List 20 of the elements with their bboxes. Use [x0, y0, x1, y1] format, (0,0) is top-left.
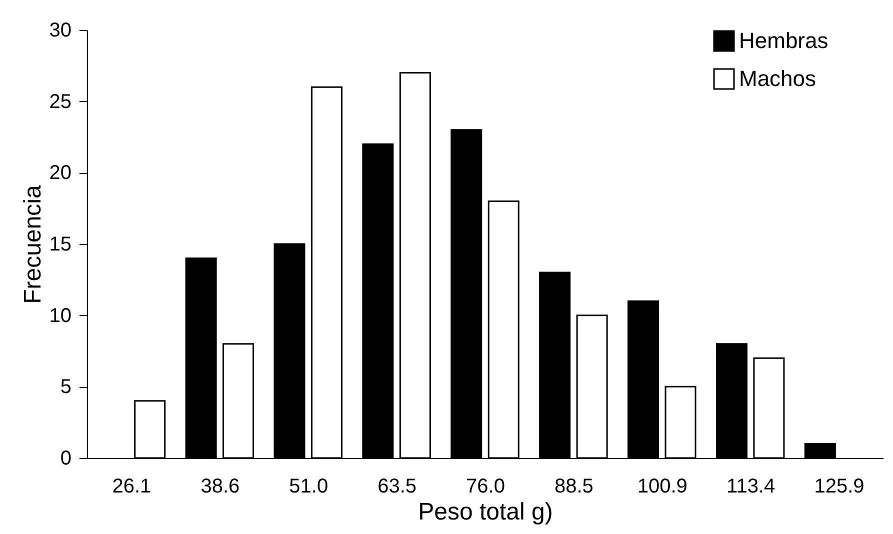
- x-tick-label: 76.0: [466, 476, 505, 498]
- x-axis-title: Peso total g): [418, 498, 553, 526]
- x-tick-label: 125.9: [814, 476, 864, 498]
- x-tick-label: 113.4: [726, 476, 776, 498]
- x-tick-label: 88.5: [554, 476, 594, 498]
- y-tick-label: 15: [49, 234, 72, 256]
- y-tick-label: 20: [49, 162, 72, 184]
- x-tick-label: 26.1: [112, 476, 152, 498]
- x-tick-label: 100.9: [637, 476, 688, 498]
- y-tick-label: 25: [49, 90, 72, 113]
- x-tick-label: 63.5: [378, 476, 417, 498]
- legend-label: Machos: [739, 66, 816, 91]
- y-axis-title: Frecuencia: [19, 184, 46, 304]
- y-tick-label: 0: [60, 448, 72, 470]
- x-tick-label: 51.0: [289, 476, 328, 498]
- y-tick-label: 30: [49, 20, 72, 42]
- y-tick-label: 5: [60, 376, 72, 398]
- x-tick-label: 38.6: [200, 476, 240, 498]
- y-tick-label: 10: [49, 304, 72, 327]
- legend-label: Hembras: [739, 28, 828, 53]
